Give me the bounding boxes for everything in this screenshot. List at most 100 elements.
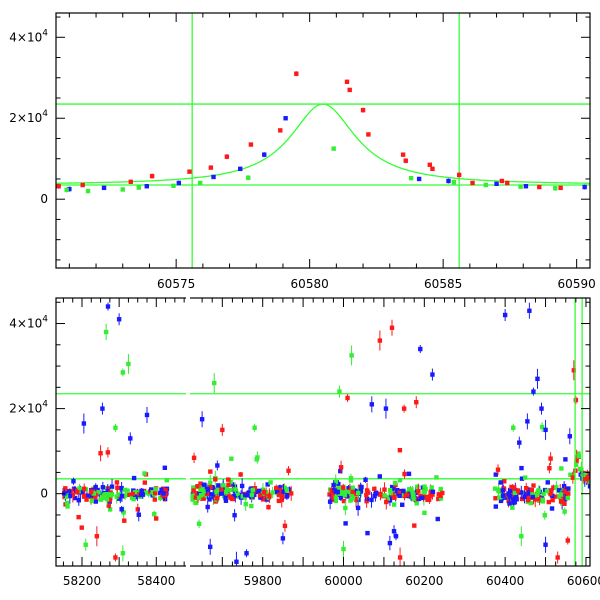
bottom-point-red <box>562 501 567 506</box>
bottom-outlier-blue-18 <box>199 417 205 422</box>
bottom-point-blue <box>159 487 164 492</box>
bottom-point-blue <box>256 488 262 494</box>
bottom-point-red <box>163 488 168 493</box>
bottom-outlier-blue-28 <box>418 346 423 352</box>
bottom-point-green <box>260 487 266 492</box>
bottom-point-blue <box>500 493 506 498</box>
bottom-point-green <box>348 476 354 481</box>
bottom-ytick-label-1: 2×104 <box>9 400 48 416</box>
bottom-outlier-blue-31 <box>383 406 389 411</box>
bottom-point-blue <box>587 484 590 489</box>
bottom-xtick-label-0-2: 58400 <box>137 574 175 588</box>
bottom-point-red <box>76 514 81 520</box>
top-point-blue-12 <box>582 184 587 190</box>
top-point-red-18 <box>456 172 462 178</box>
bottom-point-green <box>422 490 427 495</box>
top-point-green-3 <box>136 185 141 190</box>
bottom-point-red <box>570 475 576 480</box>
bottom-point-blue <box>507 488 513 493</box>
bottom-point-red <box>225 477 231 482</box>
bottom-point-red <box>537 496 542 502</box>
bottom-point-blue <box>93 499 98 504</box>
bottom-point-blue <box>281 489 286 494</box>
top-point-green-11 <box>518 184 523 189</box>
top-point-blue-11 <box>523 184 529 189</box>
bottom-outlier-blue-37 <box>502 312 508 318</box>
top-point-blue-4 <box>211 174 216 180</box>
bottom-point-green <box>102 492 107 497</box>
bottom-point-green <box>434 475 439 480</box>
bottom-point-red <box>115 485 120 490</box>
bottom-point-blue <box>265 482 270 487</box>
bottom-season-2023 <box>327 448 445 551</box>
bottom-point-green <box>522 475 528 480</box>
bottom-point-red <box>495 467 501 472</box>
bottom-point-red <box>558 499 564 504</box>
bottom-point-blue <box>331 482 336 488</box>
bottom-point-green <box>510 505 515 510</box>
bottom-point-red <box>329 488 335 493</box>
bottom-point-green <box>573 462 579 468</box>
bottom-point-blue <box>507 494 512 499</box>
bottom-point-blue <box>116 496 122 501</box>
bottom-point-blue <box>88 493 94 498</box>
bottom-point-red <box>551 485 556 490</box>
bottom-point-green <box>116 492 122 497</box>
bottom-xtick-label-1-0: 59800 <box>244 574 282 588</box>
bottom-point-red <box>566 491 571 496</box>
bottom-point-red <box>525 494 530 499</box>
bottom-point-blue <box>105 489 110 494</box>
bottom-point-green <box>438 496 444 501</box>
bottom-point-green <box>284 488 290 493</box>
bottom-point-green <box>122 487 128 493</box>
bottom-point-red <box>191 488 196 493</box>
bottom-outlier-green-16 <box>252 425 257 430</box>
bottom-point-red <box>341 498 347 504</box>
bottom-point-blue <box>338 495 344 500</box>
bottom-point-green <box>196 521 202 526</box>
bottom-point-blue <box>207 497 212 502</box>
bottom-point-green <box>348 478 354 483</box>
bottom-point-green <box>107 507 113 512</box>
bottom-point-red <box>382 487 387 492</box>
bottom-outlier-green-51 <box>519 534 524 539</box>
bottom-point-red <box>366 490 371 495</box>
bottom-point-red <box>274 486 279 491</box>
bottom-outlier-green-4 <box>120 370 126 375</box>
bottom-point-green <box>339 490 345 495</box>
bottom-point-green <box>193 500 199 506</box>
top-point-blue-9 <box>446 178 451 184</box>
bottom-point-red <box>549 488 554 493</box>
bottom-outlier-red-27 <box>377 338 383 343</box>
bottom-point-green <box>254 457 259 462</box>
bottom-outlier-green-25 <box>337 389 342 394</box>
bottom-point-blue <box>374 490 379 495</box>
bottom-point-blue <box>549 506 555 511</box>
bottom-point-red <box>238 472 243 477</box>
top-point-red-14 <box>400 152 406 157</box>
bottom-point-green <box>89 498 94 504</box>
top-point-blue-8 <box>416 176 422 182</box>
bottom-point-blue <box>275 489 280 495</box>
bottom-outlier-blue-9 <box>128 436 133 441</box>
top-point-red-17 <box>430 166 435 172</box>
bottom-axis-break <box>186 290 190 575</box>
bottom-point-green <box>201 488 206 494</box>
bottom-point-blue <box>223 495 228 501</box>
bottom-point-green <box>528 500 534 506</box>
bottom-point-red <box>79 525 84 530</box>
bottom-point-green <box>497 489 503 494</box>
bottom-point-red <box>548 491 553 497</box>
bottom-point-red <box>130 491 135 497</box>
bottom-point-green <box>158 495 163 501</box>
bottom-outlier-red-32 <box>401 406 407 411</box>
bottom-point-red <box>107 497 113 503</box>
bottom-point-green <box>233 487 238 492</box>
top-point-blue-3 <box>176 180 182 186</box>
bottom-point-green <box>249 503 254 509</box>
bottom-point-green <box>224 485 230 491</box>
bottom-point-red <box>330 493 336 498</box>
bottom-point-red <box>531 483 536 488</box>
top-point-red-7 <box>248 142 254 147</box>
bottom-point-green <box>153 486 158 492</box>
